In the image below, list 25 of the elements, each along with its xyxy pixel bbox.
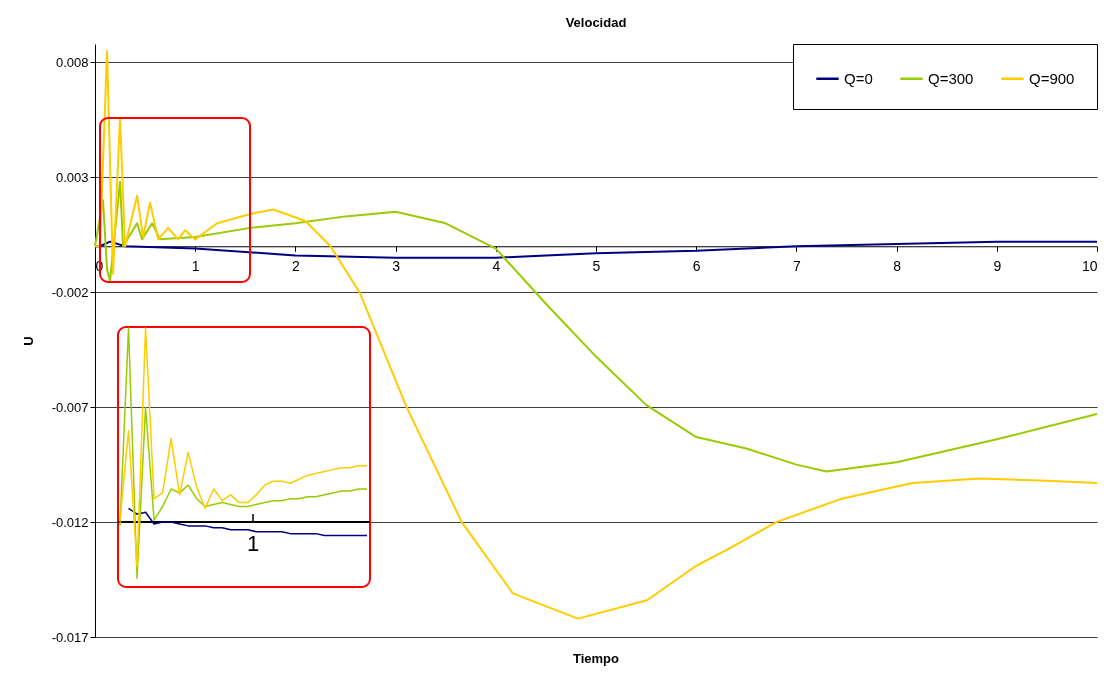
x-tick-label: 4 bbox=[492, 257, 501, 274]
x-axis-title: Tiempo bbox=[573, 651, 620, 666]
legend-label: Q=900 bbox=[1029, 69, 1075, 87]
x-tick-label: 3 bbox=[392, 257, 401, 274]
x-tick-label: 8 bbox=[893, 257, 902, 274]
y-tick-label: 0.003 bbox=[55, 169, 89, 185]
x-tick-label: 7 bbox=[793, 257, 801, 274]
y-tick-label: -0.007 bbox=[51, 399, 89, 415]
x-tick-label: 5 bbox=[592, 257, 601, 274]
y-tick-label: -0.002 bbox=[51, 284, 89, 300]
line-series bbox=[94, 180, 1098, 473]
y-tick-label: -0.017 bbox=[51, 629, 89, 645]
annotation: 1 bbox=[246, 531, 260, 556]
chart-title: Velocidad bbox=[565, 14, 627, 30]
legend-label: Q=0 bbox=[844, 69, 873, 87]
x-tick-label: 2 bbox=[292, 257, 300, 274]
y-tick-label: -0.012 bbox=[51, 514, 89, 530]
x-tick-label: 6 bbox=[692, 257, 701, 274]
line-series bbox=[94, 49, 1098, 620]
legend-label: Q=300 bbox=[928, 69, 974, 87]
x-tick-label: 1 bbox=[191, 257, 200, 274]
x-tick-label: 10 bbox=[1081, 257, 1098, 274]
y-tick-label: 0.008 bbox=[55, 54, 89, 70]
y-axis-title: U bbox=[20, 336, 36, 346]
x-tick-label: 9 bbox=[993, 257, 1002, 274]
